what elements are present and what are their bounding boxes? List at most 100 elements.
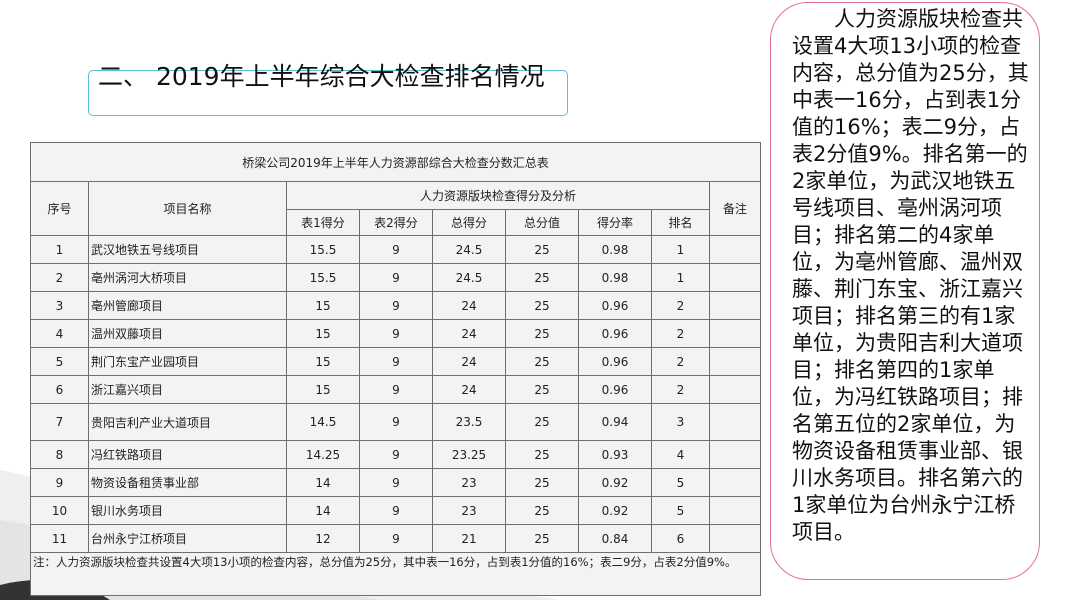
table-row: 1 武汉地铁五号线项目 15.5 9 24.5 25 0.98 1 [30,235,761,264]
header-total: 总得分 [432,209,506,236]
header-group: 人力资源版块检查得分及分析 [286,181,710,210]
cell-t2: 9 [359,319,433,348]
cell-rate: 0.92 [578,468,652,497]
cell-t2: 9 [359,235,433,264]
table-row: 5 荆门东宝产业园项目 15 9 24 25 0.96 2 [30,347,761,376]
cell-rank: 5 [651,496,710,525]
cell-seq: 3 [30,291,89,320]
cell-rate: 0.92 [578,496,652,525]
cell-seq: 6 [30,375,89,404]
cell-rank: 2 [651,347,710,376]
header-t1: 表1得分 [286,209,360,236]
cell-rank: 1 [651,235,710,264]
cell-seq: 8 [30,440,89,469]
cell-name: 亳州管廊项目 [88,291,287,320]
score-summary-table: 桥梁公司2019年上半年人力资源部综合大检查分数汇总表 序号 项目名称 人力资源… [30,142,761,596]
table-row: 4 温州双藤项目 15 9 24 25 0.96 2 [30,319,761,348]
cell-seq: 2 [30,263,89,292]
cell-full: 25 [505,375,579,404]
cell-full: 25 [505,291,579,320]
cell-remark [709,524,761,553]
cell-full: 25 [505,263,579,292]
cell-seq: 10 [30,496,89,525]
cell-name: 荆门东宝产业园项目 [88,347,287,376]
cell-rate: 0.98 [578,235,652,264]
header-remark: 备注 [709,181,761,236]
header-project: 项目名称 [88,181,287,236]
cell-total: 23.5 [432,403,506,441]
cell-t1: 15 [286,319,360,348]
cell-rate: 0.96 [578,375,652,404]
table-title: 桥梁公司2019年上半年人力资源部综合大检查分数汇总表 [30,142,761,182]
cell-t1: 15 [286,347,360,376]
cell-rank: 1 [651,263,710,292]
cell-seq: 4 [30,319,89,348]
cell-remark [709,440,761,469]
cell-name: 浙江嘉兴项目 [88,375,287,404]
cell-total: 24 [432,319,506,348]
cell-rank: 4 [651,440,710,469]
cell-rate: 0.96 [578,291,652,320]
cell-seq: 9 [30,468,89,497]
cell-remark [709,263,761,292]
cell-t2: 9 [359,347,433,376]
table-row: 3 亳州管廊项目 15 9 24 25 0.96 2 [30,291,761,320]
header-full: 总分值 [505,209,579,236]
cell-rate: 0.94 [578,403,652,441]
header-rank: 排名 [651,209,710,236]
page-heading: 二、 2019年上半年综合大检查排名情况 [98,62,545,91]
cell-full: 25 [505,403,579,441]
cell-rank: 2 [651,319,710,348]
cell-name: 武汉地铁五号线项目 [88,235,287,264]
callout-frame [770,2,1040,580]
cell-seq: 7 [30,403,89,441]
cell-rank: 2 [651,291,710,320]
cell-remark [709,291,761,320]
table-row: 7 贵阳吉利产业大道项目 14.5 9 23.5 25 0.94 3 [30,403,761,441]
cell-full: 25 [505,468,579,497]
cell-t2: 9 [359,496,433,525]
callout-summary: 人力资源版块检查共设置4大项13小项的检查内容，总分值为25分，其中表一16分，… [792,7,1029,544]
cell-remark [709,496,761,525]
cell-total: 23.25 [432,440,506,469]
cell-remark [709,319,761,348]
cell-t1: 14 [286,468,360,497]
cell-t1: 14.5 [286,403,360,441]
cell-total: 21 [432,524,506,553]
table-row: 2 亳州涡河大桥项目 15.5 9 24.5 25 0.98 1 [30,263,761,292]
cell-full: 25 [505,347,579,376]
cell-full: 25 [505,524,579,553]
table-row: 6 浙江嘉兴项目 15 9 24 25 0.96 2 [30,375,761,404]
cell-name: 温州双藤项目 [88,319,287,348]
cell-rate: 0.84 [578,524,652,553]
cell-t2: 9 [359,524,433,553]
cell-t1: 15 [286,375,360,404]
cell-name: 冯红铁路项目 [88,440,287,469]
cell-total: 24.5 [432,263,506,292]
cell-name: 银川水务项目 [88,496,287,525]
cell-seq: 5 [30,347,89,376]
header-seq: 序号 [30,181,89,236]
cell-t1: 14 [286,496,360,525]
cell-t1: 12 [286,524,360,553]
cell-total: 24 [432,375,506,404]
cell-rank: 2 [651,375,710,404]
heading-frame [88,70,568,116]
cell-seq: 1 [30,235,89,264]
cell-t2: 9 [359,440,433,469]
cell-t1: 14.25 [286,440,360,469]
cell-t1: 15.5 [286,263,360,292]
cell-seq: 11 [30,524,89,553]
cell-t2: 9 [359,291,433,320]
cell-remark [709,235,761,264]
cell-remark [709,403,761,441]
cell-rate: 0.98 [578,263,652,292]
cell-remark [709,468,761,497]
cell-rate: 0.96 [578,319,652,348]
cell-rate: 0.96 [578,347,652,376]
cell-total: 24.5 [432,235,506,264]
cell-t1: 15.5 [286,235,360,264]
table-row: 11 台州永宁江桥项目 12 9 21 25 0.84 6 [30,524,761,553]
cell-rate: 0.93 [578,440,652,469]
cell-remark [709,375,761,404]
